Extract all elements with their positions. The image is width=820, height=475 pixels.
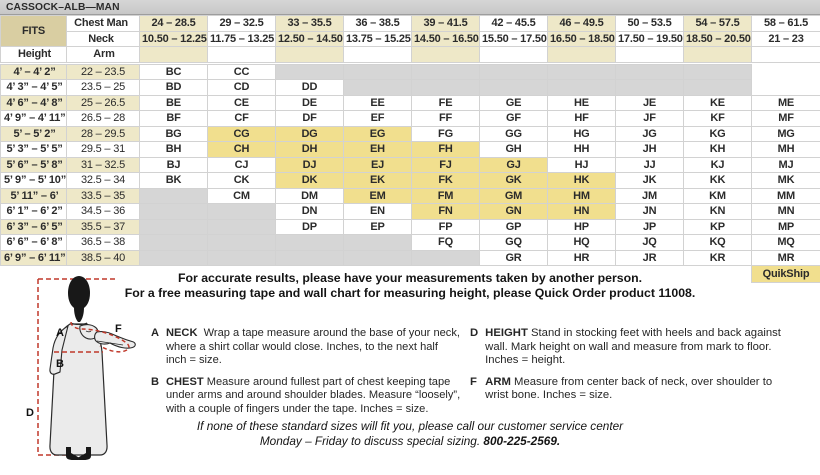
svg-text:A: A (56, 327, 64, 339)
svg-text:D: D (26, 407, 34, 419)
svg-text:F: F (115, 323, 122, 335)
svg-text:B: B (56, 358, 64, 370)
